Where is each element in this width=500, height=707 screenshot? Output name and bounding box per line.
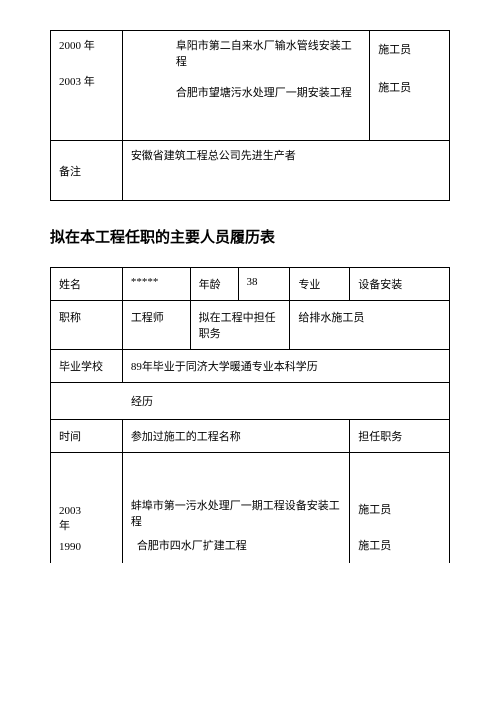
remark-cell: 安徽省建筑工程总公司先进生产者 [122, 141, 449, 201]
proj-role-col: 施工员 施工员 [350, 453, 450, 563]
role-1: 施工员 [378, 41, 441, 57]
proj-role-1: 施工员 [358, 501, 441, 517]
title-value: 工程师 [122, 301, 190, 350]
name-value: ***** [122, 268, 190, 301]
year-1: 2000 年 [59, 37, 114, 53]
proj-time-col: 2003 年 1990 [51, 453, 123, 563]
history-table: 2000 年 2003 年 阜阳市第二自来水厂输水管线安装工程 合肥市望塘污水处… [50, 30, 450, 201]
proj-role-2: 施工员 [358, 537, 441, 553]
title-label: 职称 [51, 301, 123, 350]
role-header: 担任职务 [350, 420, 450, 453]
proj-desc-col: 蚌埠市第一污水处理厂一期工程设备安装工 程 合肥市四水厂扩建工程 [122, 453, 349, 563]
proj-year-2: 1990 [59, 541, 114, 553]
resume-table: 姓名 ***** 年龄 38 专业 设备安装 职称 工程师 拟在工程中担任职务 … [50, 267, 450, 563]
proj-desc-2: 合肥市四水厂扩建工程 [131, 537, 341, 553]
remark-text: 安徽省建筑工程总公司先进生产者 [131, 150, 296, 162]
section-heading: 拟在本工程任职的主要人员履历表 [50, 226, 450, 247]
remark-label: 备注 [51, 141, 123, 201]
name-label: 姓名 [51, 268, 123, 301]
major-label: 专业 [290, 268, 350, 301]
desc-2: 合肥市望塘污水处理厂一期安装工程 [176, 84, 361, 100]
history-year-col: 2000 年 2003 年 [51, 31, 123, 141]
proj-desc-1: 蚌埠市第一污水处理厂一期工程设备安装工 程 [131, 497, 341, 529]
proj-year-1: 2003 年 [59, 505, 114, 533]
position-label: 拟在工程中担任职务 [190, 301, 290, 350]
history-role-col: 施工员 施工员 [370, 31, 450, 141]
project-header: 参加过施工的工程名称 [122, 420, 349, 453]
major-value: 设备安装 [350, 268, 450, 301]
experience-header: 经历 [51, 383, 450, 420]
school-label: 毕业学校 [51, 350, 123, 383]
school-value: 89年毕业于同济大学暖通专业本科学历 [122, 350, 449, 383]
desc-1: 阜阳市第二自来水厂输水管线安装工程 [176, 37, 361, 69]
year-2: 2003 年 [59, 73, 114, 89]
history-desc-col: 阜阳市第二自来水厂输水管线安装工程 合肥市望塘污水处理厂一期安装工程 [122, 31, 369, 141]
age-value: 38 [238, 268, 290, 301]
time-header: 时间 [51, 420, 123, 453]
age-label: 年龄 [190, 268, 238, 301]
position-value: 给排水施工员 [290, 301, 450, 350]
role-2: 施工员 [378, 79, 441, 95]
